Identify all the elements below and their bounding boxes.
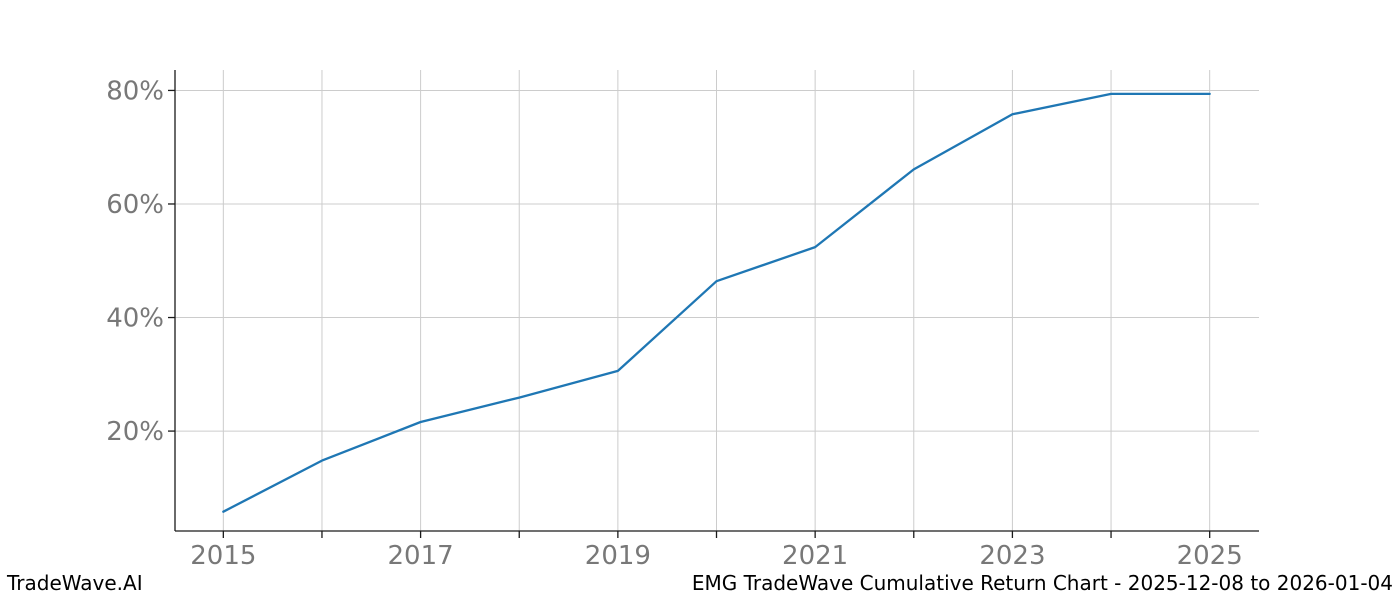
x-tick-label: 2025 — [1177, 541, 1243, 571]
y-tick-label: 80% — [106, 76, 164, 106]
x-tick-label: 2015 — [190, 541, 256, 571]
brand-label: TradeWave.AI — [7, 571, 143, 595]
x-tick-label: 2019 — [585, 541, 651, 571]
y-tick-label: 20% — [106, 417, 164, 447]
cumulative-return-line — [222, 92, 1211, 513]
x-tick-label: 2017 — [388, 541, 454, 571]
x-tick-label: 2021 — [782, 541, 848, 571]
y-tick-label: 60% — [106, 190, 164, 220]
x-tick-label: 2023 — [979, 541, 1045, 571]
chart-title: EMG TradeWave Cumulative Return Chart - … — [691, 571, 1393, 595]
y-tick-label: 40% — [106, 304, 164, 334]
